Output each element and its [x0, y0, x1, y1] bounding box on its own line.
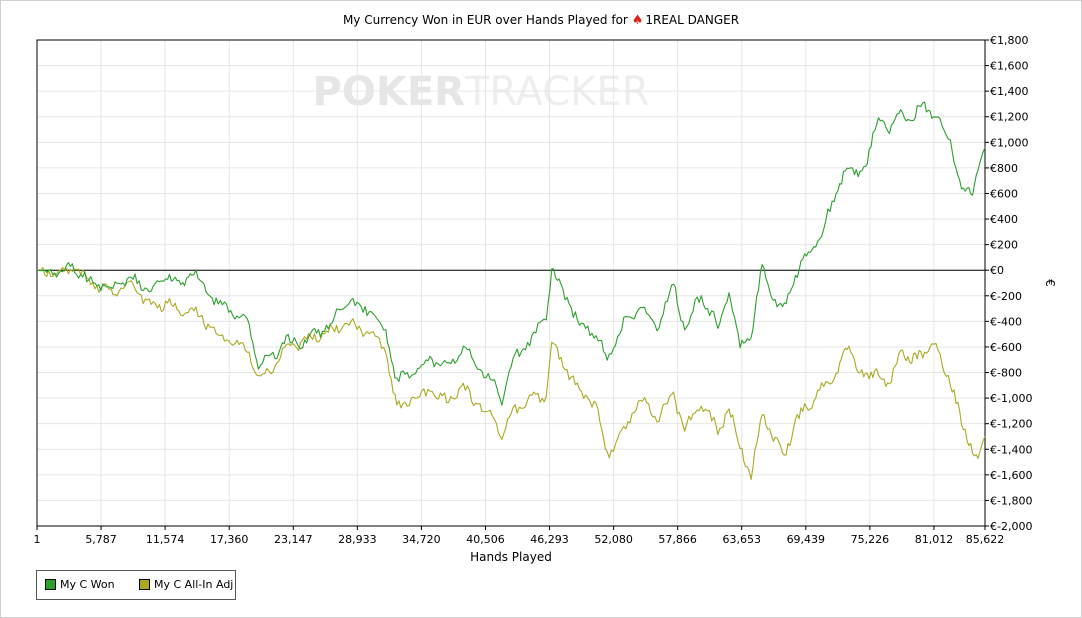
x-tick-label: 75,226 [851, 533, 890, 546]
x-tick-label: 40,506 [466, 533, 505, 546]
plot-area [37, 40, 985, 526]
x-tick-label: 46,293 [530, 533, 569, 546]
watermark: POKERTRACKER [313, 69, 650, 115]
watermark-tracker: TRACKER [464, 69, 650, 115]
y-tick-label: €-800 [990, 367, 1022, 380]
y-tick-label: €-1,600 [990, 469, 1032, 482]
spade-icon: ♠ [631, 13, 644, 28]
x-tick-label: 85,622 [966, 533, 1005, 546]
legend-label-won: My C Won [60, 578, 115, 591]
chart-title-player: 1REAL DANGER [645, 13, 740, 27]
legend-label-allin: My C All-In Adj [154, 578, 234, 591]
y-axis-label: € [1043, 279, 1057, 287]
plot-border [36, 39, 986, 527]
y-tick-label: €-1,200 [990, 418, 1032, 431]
y-tick-label: €800 [990, 162, 1018, 175]
x-tick-label: 69,439 [787, 533, 826, 546]
x-tick-label: 5,787 [85, 533, 117, 546]
y-tick-label: €600 [990, 187, 1018, 200]
y-tick-label: €1,000 [990, 136, 1029, 149]
y-tick-label: €-600 [990, 341, 1022, 354]
series-line-won [36, 101, 986, 406]
y-tick-label: €0 [990, 264, 1004, 277]
legend-swatch-won [45, 579, 56, 590]
legend-item-won: My C Won [45, 578, 115, 591]
y-tick-label: €-2,000 [990, 520, 1032, 533]
y-tick-label: €-1,000 [990, 392, 1032, 405]
x-tick-label: 81,012 [915, 533, 954, 546]
x-tick-label: 34,720 [402, 533, 441, 546]
y-tick-label: €200 [990, 239, 1018, 252]
chart-title-text: My Currency Won in EUR over Hands Played… [342, 13, 628, 27]
x-tick-label: 28,933 [338, 533, 377, 546]
x-tick-label: 17,360 [210, 533, 249, 546]
x-tick-label: 63,653 [723, 533, 762, 546]
y-tick-label: €-1,400 [990, 443, 1032, 456]
watermark-poker: POKER [313, 69, 465, 115]
y-tick-label: €1,800 [990, 34, 1029, 47]
y-tick-label: €1,400 [990, 85, 1029, 98]
y-tick-label: €1,200 [990, 111, 1029, 124]
y-tick-label: €-200 [990, 290, 1022, 303]
series-line-allin [36, 266, 986, 481]
x-tick-label: 23,147 [274, 533, 313, 546]
y-tick-label: €-400 [990, 315, 1022, 328]
x-tick-label: 1 [34, 533, 41, 546]
y-tick-label: €1,600 [990, 60, 1029, 73]
y-tick-label: €400 [990, 213, 1018, 226]
x-tick-label: 11,574 [146, 533, 185, 546]
x-axis-label: Hands Played [470, 550, 552, 564]
x-tick-label: 57,866 [658, 533, 697, 546]
chart-legend: My C Won My C All-In Adj [36, 570, 236, 600]
y-tick-label: €-1,800 [990, 494, 1032, 507]
legend-item-allin: My C All-In Adj [139, 578, 233, 591]
x-tick-label: 52,080 [594, 533, 633, 546]
chart-title: My Currency Won in EUR over Hands Played… [0, 13, 1082, 28]
legend-swatch-allin [139, 579, 150, 590]
